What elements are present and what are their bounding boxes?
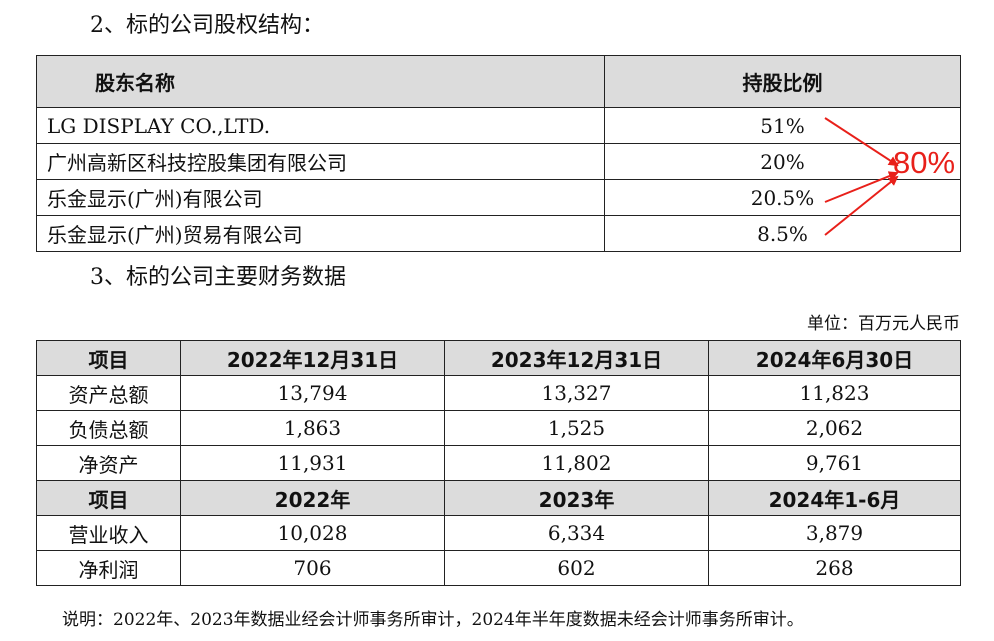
table-row: 乐金显示(广州)贸易有限公司 8.5% <box>36 215 961 252</box>
unit-label: 单位：百万元人民币 <box>807 314 960 334</box>
shareholder-name-header: 股东名称 <box>36 55 605 108</box>
header-period: 2024年1-6月 <box>708 480 961 516</box>
arrow-down <box>824 175 899 236</box>
income-header-row: 项目 2022年 2023年 2024年1-6月 <box>36 480 961 516</box>
header-period: 2023年 <box>444 480 709 516</box>
section-3-title: 3、标的公司主要财务数据 <box>90 265 346 290</box>
shareholder-name: 乐金显示(广州)贸易有限公司 <box>36 215 605 252</box>
arrow-middle <box>824 171 899 203</box>
cell-value: 6,334 <box>444 515 709 551</box>
arrow-up <box>824 117 899 167</box>
cell-value: 13,794 <box>180 375 445 411</box>
total-80-percent-label: 80% <box>893 145 956 180</box>
table-row: 负债总额 1,863 1,525 2,062 <box>36 410 961 446</box>
table-row: 乐金显示(广州)有限公司 20.5% <box>36 179 961 216</box>
cell-value: 3,879 <box>708 515 961 551</box>
table-row: 营业收入 10,028 6,334 3,879 <box>36 515 961 551</box>
footnote: 说明：2022年、2023年数据业经会计师事务所审计，2024年半年度数据未经会… <box>62 610 804 630</box>
cell-value: 706 <box>180 550 445 586</box>
row-label: 资产总额 <box>36 375 181 411</box>
share-ratio: 20.5% <box>604 179 961 216</box>
cell-value: 2,062 <box>708 410 961 446</box>
cell-value: 9,761 <box>708 445 961 481</box>
table-row: 净利润 706 602 268 <box>36 550 961 586</box>
row-label: 净资产 <box>36 445 181 481</box>
cell-value: 13,327 <box>444 375 709 411</box>
table-header-row: 股东名称 持股比例 <box>36 55 961 108</box>
shareholding-table: 股东名称 持股比例 LG DISPLAY CO.,LTD. 51% 广州高新区科… <box>36 55 961 252</box>
header-item: 项目 <box>36 480 181 516</box>
table-row: 净资产 11,931 11,802 9,761 <box>36 445 961 481</box>
shareholder-name: LG DISPLAY CO.,LTD. <box>36 107 605 144</box>
cell-value: 1,525 <box>444 410 709 446</box>
balance-header-row: 项目 2022年12月31日 2023年12月31日 2024年6月30日 <box>36 340 961 376</box>
shareholder-name: 乐金显示(广州)有限公司 <box>36 179 605 216</box>
share-ratio-header: 持股比例 <box>604 55 961 108</box>
share-ratio: 8.5% <box>604 215 961 252</box>
header-date: 2024年6月30日 <box>708 340 961 376</box>
cell-value: 10,028 <box>180 515 445 551</box>
cell-value: 268 <box>708 550 961 586</box>
table-row: 资产总额 13,794 13,327 11,823 <box>36 375 961 411</box>
cell-value: 11,931 <box>180 445 445 481</box>
header-item: 项目 <box>36 340 181 376</box>
financial-data-table: 项目 2022年12月31日 2023年12月31日 2024年6月30日 资产… <box>36 340 961 586</box>
row-label: 营业收入 <box>36 515 181 551</box>
cell-value: 1,863 <box>180 410 445 446</box>
share-ratio: 20% <box>604 143 961 180</box>
row-label: 负债总额 <box>36 410 181 446</box>
row-label: 净利润 <box>36 550 181 586</box>
cell-value: 11,802 <box>444 445 709 481</box>
shareholder-name: 广州高新区科技控股集团有限公司 <box>36 143 605 180</box>
header-date: 2022年12月31日 <box>180 340 445 376</box>
table-row: 广州高新区科技控股集团有限公司 20% <box>36 143 961 180</box>
cell-value: 11,823 <box>708 375 961 411</box>
cell-value: 602 <box>444 550 709 586</box>
header-period: 2022年 <box>180 480 445 516</box>
header-date: 2023年12月31日 <box>444 340 709 376</box>
section-2-title: 2、标的公司股权结构： <box>90 13 324 38</box>
red-arrows-annotation <box>824 117 899 236</box>
